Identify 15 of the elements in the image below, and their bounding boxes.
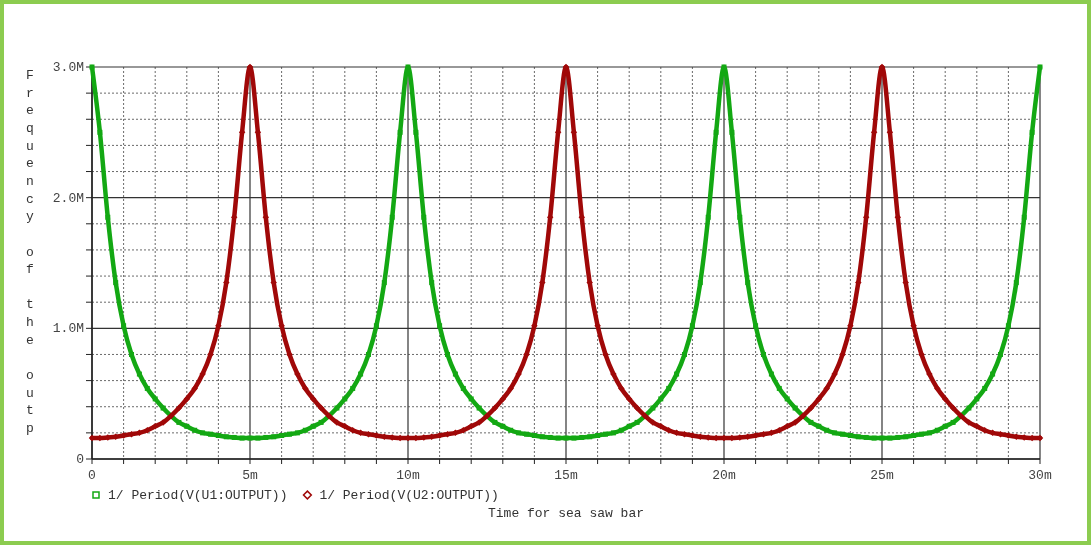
x-tick-label: 25m <box>870 468 894 483</box>
y-tick-label: 1.0M <box>52 321 84 337</box>
text: Frequency of the outp <box>26 68 34 436</box>
x-tick-label: 10m <box>396 468 420 483</box>
x-tick-label: 5m <box>242 468 258 483</box>
legend-label: 1/ Period(V(U1:OUTPUT)) <box>108 488 288 503</box>
legend-label: 1/ Period(V(U2:OUTPUT)) <box>319 488 499 503</box>
y-tick-label: 0 <box>76 452 84 467</box>
x-axis-title: Time for sea saw bar <box>487 506 645 521</box>
x-tick-label: 20m <box>712 468 736 483</box>
x-tick-label: 15m <box>554 468 578 483</box>
y-tick-label: 2.0M <box>52 190 84 206</box>
y-tick-label: 3.0M <box>52 60 84 75</box>
x-tick-label: 0 <box>88 468 96 483</box>
x-tick-label: 30m <box>1028 468 1052 483</box>
